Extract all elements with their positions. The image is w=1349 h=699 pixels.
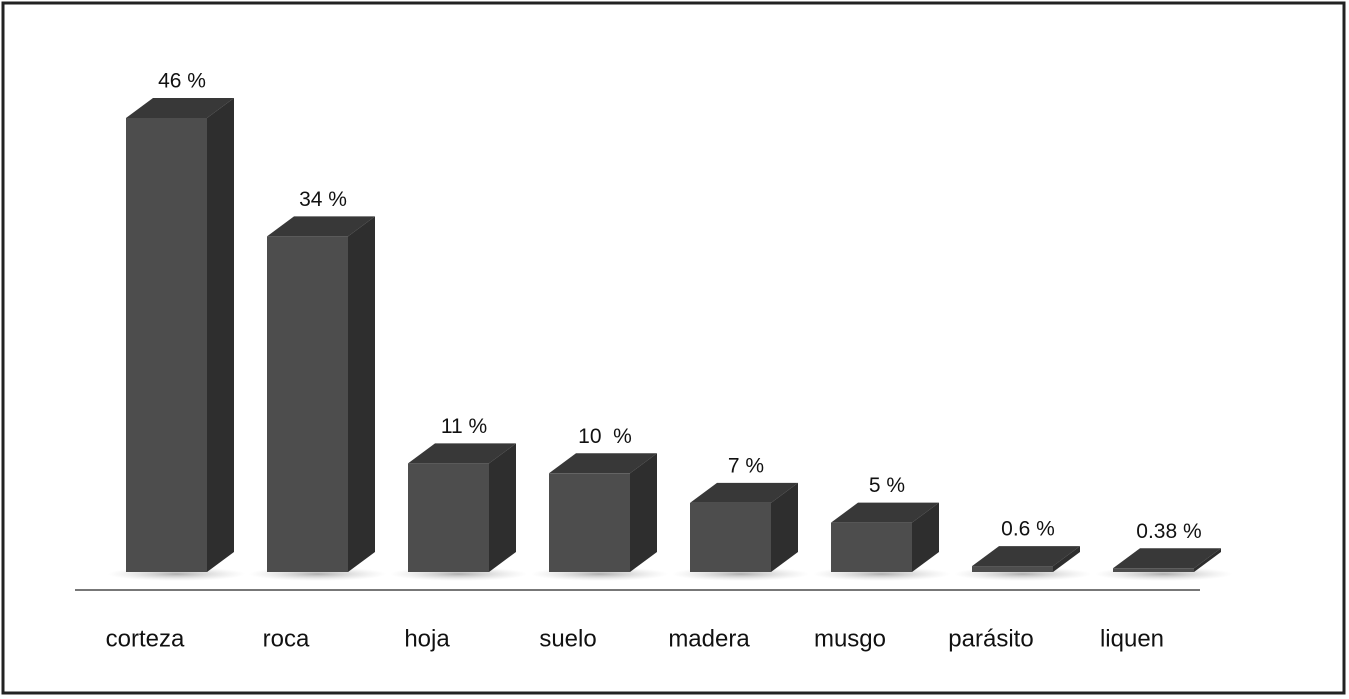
bar — [1113, 568, 1194, 572]
x-tick-label: parásito — [948, 625, 1033, 652]
value-label: 34 % — [299, 188, 347, 211]
bar — [267, 236, 348, 572]
bar-side — [489, 443, 516, 572]
bar-top — [831, 502, 939, 523]
bar — [126, 118, 207, 572]
bar — [408, 463, 489, 572]
x-tick-label: musgo — [814, 625, 886, 652]
x-tick-label: madera — [668, 625, 750, 652]
bar-top — [1113, 548, 1221, 569]
bar-side — [1194, 548, 1221, 572]
bar — [831, 522, 912, 572]
bar — [690, 502, 771, 572]
bar-top — [690, 482, 798, 503]
x-tick-label: corteza — [106, 625, 185, 652]
value-label: 5 % — [869, 474, 905, 497]
value-label: 0.6 % — [1001, 518, 1055, 541]
x-tick-label: roca — [263, 625, 310, 652]
bar-top — [972, 546, 1080, 567]
bar-side — [207, 98, 234, 572]
bar-top — [549, 453, 657, 474]
bar-side — [348, 216, 375, 572]
x-tick-label: hoja — [404, 625, 450, 652]
bar — [549, 473, 630, 572]
bar-side — [912, 502, 939, 572]
x-tick-label: suelo — [539, 625, 596, 652]
value-label: 46 % — [158, 70, 206, 93]
bar — [972, 566, 1053, 572]
value-label: 10 % — [578, 425, 632, 448]
bar-top — [408, 443, 516, 464]
value-label: 0.38 % — [1136, 520, 1201, 543]
bar-top — [126, 98, 234, 118]
value-label: 11 % — [441, 415, 487, 438]
x-tick-label: liquen — [1100, 625, 1164, 652]
bar-side — [1053, 546, 1080, 572]
bar-side — [630, 453, 657, 572]
bar-top — [267, 216, 375, 237]
bar-side — [771, 482, 798, 572]
value-label: 7 % — [728, 454, 764, 477]
